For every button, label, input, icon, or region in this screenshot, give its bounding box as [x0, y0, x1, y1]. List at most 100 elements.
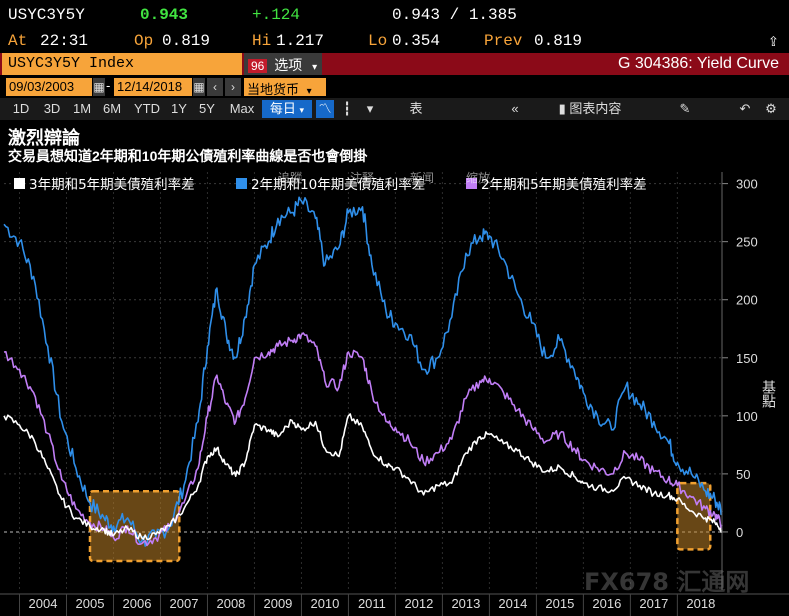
security-field[interactable]: USYC3Y5Y Index — [2, 53, 242, 75]
currency-select[interactable]: 当地货币 ▾ — [244, 78, 326, 97]
options-menu[interactable]: 96 选项 ▾ — [244, 53, 322, 75]
period-3d[interactable]: 3D — [43, 101, 61, 116]
legend-label: 2年期和10年期美債殖利率差 — [251, 176, 425, 193]
watermark-text: FX678 汇通网 — [584, 568, 749, 596]
high-value: 1.217 — [276, 32, 325, 50]
period-6m[interactable]: 6M — [102, 101, 122, 116]
options-label: 选项 — [274, 57, 303, 73]
open-value: 0.819 — [162, 32, 211, 50]
date-dash: - — [106, 78, 111, 93]
edit-icon[interactable]: ✎ — [679, 101, 691, 116]
x-tick-label: 2010 — [310, 596, 339, 611]
legend-label: 3年期和5年期美債殖利率差 — [29, 176, 195, 193]
export-icon[interactable]: ⇪ — [768, 32, 779, 52]
chevron-down-icon[interactable]: ▾ — [366, 101, 374, 116]
chart-legend: 3年期和5年期美債殖利率差 2年期和10年期美債殖利率差 2年期和5年期美債殖利率差… — [14, 170, 647, 193]
period-1m[interactable]: 1M — [72, 101, 92, 116]
x-tick-label: 2006 — [123, 596, 152, 611]
price-range: 0.943 / 1.385 — [392, 6, 517, 24]
line-chart-icon[interactable]: 〽 — [316, 100, 334, 118]
series-line — [3, 413, 723, 541]
quote-header: USYC3Y5Y 0.943 +.124 0.943 / 1.385 — [0, 0, 789, 30]
date-range-row: 09/03/2003 ▦ - 12/14/2018 ▦ ‹ › 当地货币 ▾ — [0, 78, 789, 98]
x-tick-label: 2013 — [451, 596, 480, 611]
at-label: At — [8, 32, 28, 50]
chevron-down-icon: ▾ — [306, 86, 312, 97]
x-tick-label: 2011 — [358, 596, 386, 611]
x-tick-label: 2014 — [498, 596, 527, 611]
candlestick-icon[interactable]: ┇ — [343, 101, 351, 116]
calendar-icon[interactable]: ▦ — [193, 78, 205, 96]
legend-swatch — [14, 178, 25, 189]
high-label: Hi — [252, 32, 272, 50]
legend-label: 2年期和5年期美債殖利率差 — [481, 176, 647, 193]
y-axis-label: 基點 — [760, 379, 776, 408]
y-tick-label: 100 — [736, 409, 758, 424]
currency-label: 当地货币 — [247, 82, 300, 97]
y-tick-label: 250 — [736, 235, 758, 250]
y-tick-label: 0 — [736, 525, 743, 540]
net-change: +.124 — [252, 6, 301, 24]
highlight-box — [676, 481, 712, 551]
series-lines — [3, 196, 723, 547]
period-ytd[interactable]: YTD — [134, 101, 160, 116]
gear-icon[interactable]: ⚙ — [765, 101, 777, 116]
low-label: Lo — [368, 32, 388, 50]
open-label: Op — [134, 32, 154, 50]
page-title: 激烈辯論 — [8, 128, 80, 148]
low-value: 0.354 — [392, 32, 441, 50]
collapse-icon[interactable]: « — [511, 101, 519, 116]
last-price: 0.943 — [140, 6, 189, 24]
calendar-icon[interactable]: ▦ — [93, 78, 105, 96]
y-tick-label: 150 — [736, 351, 758, 366]
x-tick-label: 2017 — [639, 596, 668, 611]
x-tick-label: 2008 — [216, 596, 245, 611]
x-tick-label: 2018 — [686, 596, 715, 611]
next-period-icon[interactable]: › — [225, 78, 241, 96]
legend-swatch — [466, 178, 477, 189]
x-tick-label: 2015 — [545, 596, 574, 611]
prev-value: 0.819 — [534, 32, 583, 50]
x-tick-label: 2004 — [29, 596, 58, 611]
end-date-input[interactable]: 12/14/2018 — [114, 78, 192, 96]
chart-content-button[interactable]: ▮ 图表内容 — [552, 100, 628, 118]
overlay-zoom: 缩放 — [466, 170, 490, 185]
prev-label: Prev — [484, 32, 523, 50]
page-subtitle: 交易員想知道2年期和10年期公債殖利率曲線是否也會倒掛 — [8, 148, 368, 164]
x-tick-label: 2005 — [76, 596, 105, 611]
chevron-down-icon: ▾ — [312, 62, 318, 73]
undo-icon[interactable]: ↶ — [739, 101, 751, 116]
y-tick-label: 300 — [736, 177, 758, 192]
frequency-label: 每日 — [269, 101, 296, 116]
bars-icon: ▮ — [558, 101, 566, 116]
period-max[interactable]: Max — [229, 101, 255, 116]
chart-content-label: 图表内容 — [569, 101, 622, 116]
ticker-label: USYC3Y5Y — [8, 6, 85, 24]
x-tick-label: 2007 — [170, 596, 199, 611]
quote-details: At 22:31 Op 0.819 Hi 1.217 Lo 0.354 Prev… — [0, 30, 789, 52]
y-tick-label: 50 — [736, 467, 750, 482]
at-time: 22:31 — [40, 32, 89, 50]
period-1y[interactable]: 1Y — [171, 101, 187, 116]
overlay-note: 注释 — [350, 170, 374, 185]
overlay-track: 追蹤 — [278, 170, 302, 185]
series-line — [3, 332, 723, 547]
start-date-input[interactable]: 09/03/2003 — [6, 78, 92, 96]
overlay-news: 新闻 — [410, 170, 434, 185]
x-tick-label: 2009 — [263, 596, 292, 611]
table-button[interactable]: 表 — [409, 101, 423, 116]
period-1d[interactable]: 1D — [12, 101, 30, 116]
function-title: G 304386: Yield Curve — [618, 55, 779, 72]
legend-swatch — [236, 178, 247, 189]
frequency-select[interactable]: 每日 ▾ — [262, 100, 312, 118]
y-axis: 0 50 100 150 200 250 300 基點 — [721, 172, 776, 590]
chart-toolbar: 1D 3D 1M 6M YTD 1Y 5Y Max 每日 ▾ 〽 ┇ ▾ 表 «… — [0, 98, 789, 120]
y-tick-label: 200 — [736, 293, 758, 308]
chevron-down-icon: ▾ — [299, 105, 305, 115]
x-axis: 2004 2005 2006 2007 2008 2009 2010 2011 2012 2013… — [0, 593, 789, 616]
prev-period-icon[interactable]: ‹ — [207, 78, 223, 96]
watermark: FX678 汇通网 — [584, 568, 749, 596]
options-number: 96 — [248, 59, 268, 73]
period-5y[interactable]: 5Y — [199, 101, 215, 116]
